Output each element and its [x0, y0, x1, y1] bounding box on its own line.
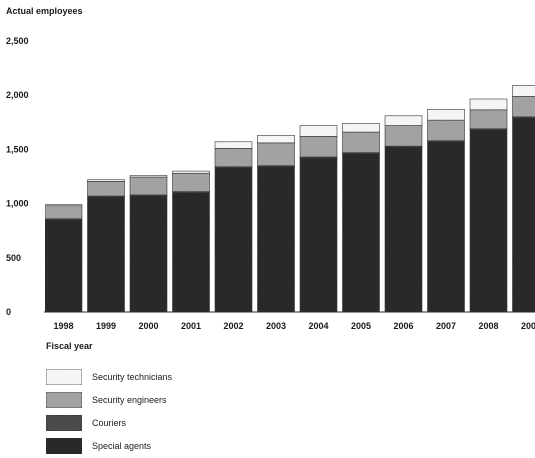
bar-segment-security-engineers-2003 [257, 142, 295, 166]
y-tick-label: 0 [6, 307, 11, 317]
x-tick-label: 2000 [138, 321, 158, 331]
bar-segment-security-technicians-2001 [172, 170, 210, 174]
legend: Security technicians Security engineers Co… [45, 368, 173, 455]
bar-segment-security-technicians-2003 [257, 135, 295, 144]
legend-swatch-security-technicians [45, 368, 83, 386]
bar-segment-security-engineers-2002 [214, 148, 253, 168]
bar-segment-special-agents-2008 [469, 129, 508, 313]
legend-swatch-special-agents [45, 437, 83, 455]
bar-segment-security-technicians-2008 [469, 98, 508, 111]
bar-segment-special-agents-2000 [129, 195, 168, 313]
y-tick-label: 1,000 [6, 199, 29, 209]
y-tick-label: 2,500 [6, 36, 29, 46]
bar-segment-security-engineers-2007 [427, 119, 465, 142]
x-tick-label: 2001 [181, 321, 201, 331]
bar-segment-security-technicians-2004 [299, 125, 338, 137]
y-tick-label: 2,000 [6, 90, 29, 100]
bar-segment-security-technicians-2006 [384, 115, 423, 126]
bar-segment-special-agents-2007 [427, 141, 465, 313]
bar-segment-special-agents-2001 [172, 192, 210, 313]
bar-segment-special-agents-2004 [299, 157, 338, 313]
x-tick-label: 1998 [53, 321, 73, 331]
y-axis-title: Actual employees [6, 6, 83, 16]
y-tick-label: 1,500 [6, 144, 29, 154]
x-tick-label: 2004 [308, 321, 328, 331]
bar-segment-special-agents-2003 [257, 166, 295, 313]
bar-segment-security-technicians-1999 [87, 179, 125, 182]
x-axis-title: Fiscal year [46, 341, 93, 351]
bar-segment-security-technicians-2007 [427, 108, 465, 121]
x-tick-label: 2008 [478, 321, 498, 331]
bar-segment-security-engineers-2009 [512, 95, 535, 118]
bar-segment-security-engineers-2004 [299, 136, 338, 158]
legend-label-couriers: Couriers [92, 418, 127, 428]
bar-segment-security-engineers-2000 [129, 176, 168, 196]
bar-segment-special-agents-2009 [512, 117, 535, 313]
bar-segment-special-agents-1999 [87, 196, 125, 313]
bar-segment-security-technicians-2002 [214, 141, 253, 149]
bar-segment-security-engineers-2006 [384, 125, 423, 147]
bar-segment-special-agents-1998 [44, 219, 83, 313]
bar-segment-security-technicians-2009 [512, 85, 535, 97]
bar-segment-special-agents-2002 [214, 167, 253, 313]
bar-segment-security-engineers-1999 [87, 181, 125, 197]
x-axis-tick-labels: 1998 1999 2000 2001 2002 2003 2004 2005 2006 2007… [53, 321, 535, 331]
bar-stacks [44, 85, 535, 313]
legend-label-security-engineers: Security engineers [92, 395, 167, 405]
y-axis-tick-labels: 0 500 1,000 1,500 2,000 2,500 [6, 36, 29, 317]
bar-segment-security-engineers-1998 [44, 205, 83, 220]
x-tick-label: 2009 [521, 321, 535, 331]
bar-segment-security-engineers-2001 [172, 172, 210, 192]
bar-segment-security-engineers-2005 [342, 131, 380, 153]
y-tick-label: 500 [6, 253, 21, 263]
legend-swatch-couriers [45, 414, 83, 432]
bar-segment-special-agents-2006 [384, 146, 423, 313]
x-tick-label: 2005 [351, 321, 371, 331]
bar-segment-security-technicians-2000 [129, 175, 168, 178]
legend-label-special-agents: Special agents [92, 441, 152, 451]
x-tick-label: 1999 [96, 321, 116, 331]
x-tick-label: 2002 [223, 321, 243, 331]
x-tick-label: 2006 [393, 321, 413, 331]
legend-label-security-technicians: Security technicians [92, 372, 173, 382]
bar-segment-security-technicians-2005 [342, 123, 380, 133]
bar-segment-special-agents-2005 [342, 153, 380, 313]
bar-segment-security-technicians-1998 [44, 204, 83, 207]
x-tick-label: 2007 [436, 321, 456, 331]
legend-swatch-security-engineers [45, 391, 83, 409]
bar-segment-security-engineers-2008 [469, 109, 508, 130]
x-tick-label: 2003 [266, 321, 286, 331]
